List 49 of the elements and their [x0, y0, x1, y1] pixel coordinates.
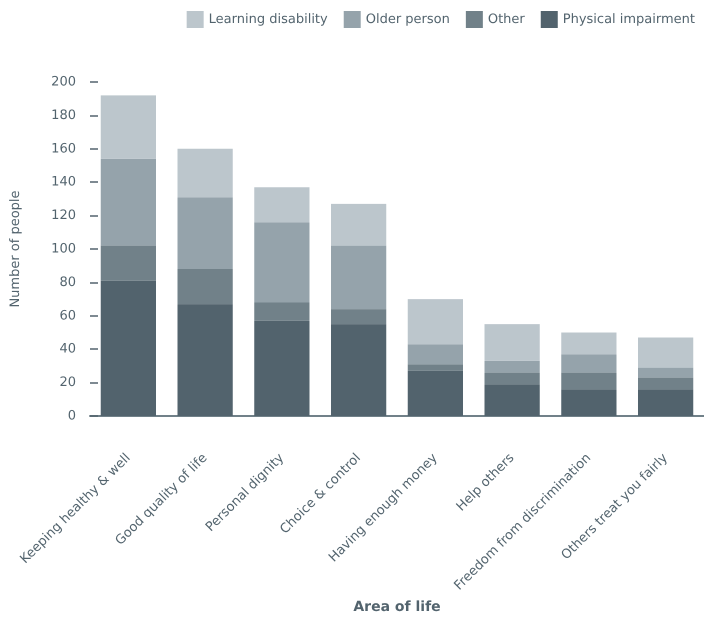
bar	[177, 197, 233, 270]
bar	[484, 360, 540, 373]
bar	[561, 354, 617, 373]
bar	[100, 246, 156, 281]
y-tick-label: 120	[51, 208, 76, 224]
y-axis-title: Number of people	[8, 190, 23, 308]
y-tick-label: 180	[51, 108, 76, 123]
y-tick-label: 140	[51, 174, 76, 190]
bar	[177, 148, 233, 198]
bar	[330, 204, 386, 246]
bar	[484, 324, 540, 361]
bar	[330, 309, 386, 324]
bar	[408, 364, 464, 371]
bar	[254, 320, 310, 416]
bar	[408, 299, 464, 344]
legend-label: Older person	[366, 12, 450, 27]
y-tick-label: 40	[59, 342, 76, 357]
legend-label: Physical impairment	[562, 12, 695, 27]
bar	[100, 95, 156, 159]
bar	[330, 246, 386, 310]
bar	[561, 372, 617, 390]
bar	[100, 280, 156, 416]
bar	[177, 269, 233, 304]
bar	[254, 222, 310, 302]
bar	[254, 187, 310, 222]
x-axis-title: Area of life	[353, 598, 441, 615]
y-tick-label: 200	[51, 74, 76, 90]
bar	[638, 368, 694, 378]
legend-label: Other	[488, 12, 526, 27]
y-tick-label: 100	[51, 242, 76, 256]
y-tick-label: 20	[59, 375, 76, 390]
bar	[177, 304, 233, 416]
y-tick-label: 160	[51, 141, 76, 156]
bar	[638, 338, 694, 368]
y-tick-label: 80	[59, 274, 76, 290]
bar	[330, 324, 386, 416]
bar	[484, 372, 540, 384]
y-tick-label: 0	[68, 408, 76, 424]
bar	[100, 158, 156, 246]
bar	[561, 389, 617, 416]
bar	[561, 332, 617, 354]
bar	[484, 384, 540, 416]
bar	[408, 370, 464, 416]
legend-label: Learning disability	[208, 12, 328, 27]
bar	[638, 389, 694, 416]
bar	[408, 344, 464, 364]
y-tick-label: 60	[59, 308, 76, 324]
bar	[254, 302, 310, 321]
bar	[638, 378, 694, 390]
